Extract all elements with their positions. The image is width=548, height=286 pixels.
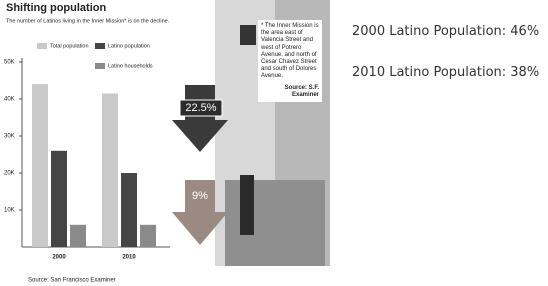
bar	[70, 225, 86, 247]
note: * The Inner Mission is the area east of …	[261, 23, 319, 81]
chart-subtitle: The number of Latinos living in the Inne…	[6, 18, 170, 24]
bar	[51, 151, 67, 247]
y-tick-label: 50K	[4, 60, 15, 66]
bar	[121, 173, 137, 247]
side-text: 2010 Latino Population: 38%	[352, 65, 539, 80]
y-tick-label: 40K	[4, 97, 15, 103]
bar	[102, 93, 118, 247]
side-text: 2000 Latino Population: 46%	[352, 24, 539, 39]
annotation: 9%	[192, 190, 208, 202]
photo-sign	[240, 25, 256, 45]
page: Shifting population The number of Latino…	[0, 0, 548, 286]
source: Source: San Francisco Examiner	[28, 278, 116, 284]
bar	[32, 84, 48, 247]
y-tick-label: 30K	[4, 134, 15, 140]
y-tick-label: 20K	[4, 171, 15, 177]
legend-label: Total population	[50, 43, 89, 49]
legend-swatch	[37, 43, 47, 49]
x-tick-label: 2000	[52, 255, 66, 261]
chart-title: Shifting population	[6, 2, 106, 14]
legend-swatch	[95, 63, 105, 69]
photo-person	[240, 175, 254, 235]
x-tick-label: 2010	[122, 255, 136, 261]
bar	[140, 225, 156, 247]
legend-label: Latino population	[108, 43, 150, 49]
legend-swatch	[95, 43, 105, 49]
note-credit: Source: S.F. Examiner	[261, 85, 319, 99]
y-tick-label: 10K	[4, 208, 15, 214]
note-box: * The Inner Mission is the area east of …	[258, 20, 322, 102]
annotation: 22.5%	[185, 102, 216, 114]
legend-label: Latino households	[108, 63, 153, 69]
